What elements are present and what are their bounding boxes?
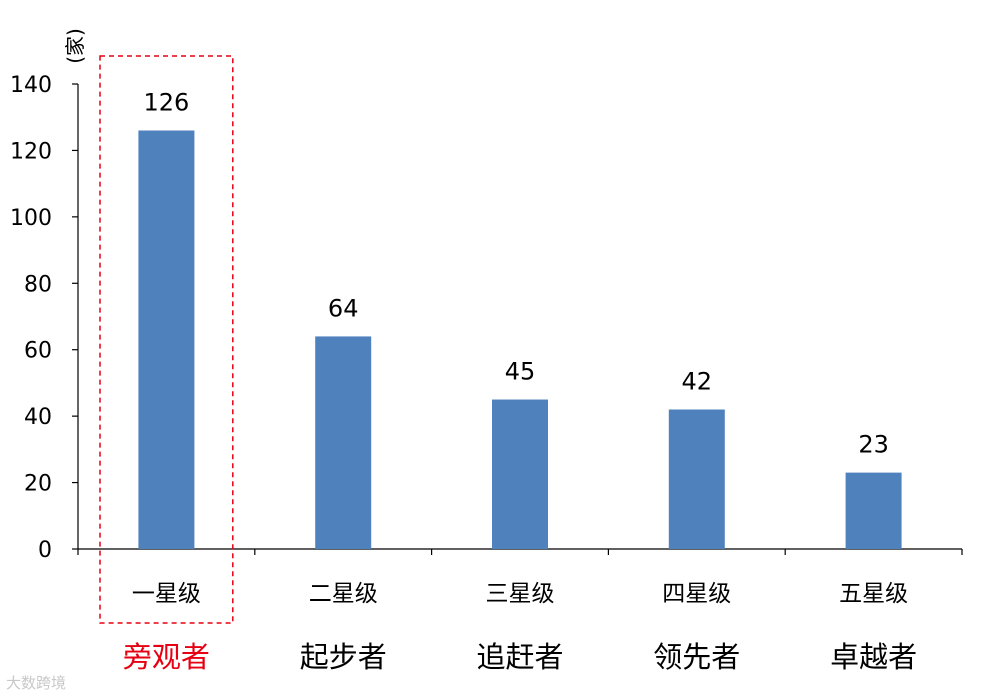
- group-label: 领先者: [653, 640, 740, 674]
- highlight-box: [99, 55, 234, 624]
- y-axis-unit-label: (家): [63, 28, 87, 64]
- x-tick-label: 四星级: [662, 581, 731, 607]
- y-tick-label: 20: [24, 472, 52, 497]
- data-label: 45: [505, 358, 536, 386]
- y-tick-label: 40: [24, 405, 52, 430]
- bar: [315, 336, 372, 549]
- data-label: 64: [328, 294, 359, 322]
- group-label: 卓越者: [830, 640, 917, 674]
- data-label: 126: [143, 89, 189, 117]
- x-tick-label: 五星级: [839, 581, 908, 607]
- data-label: 23: [858, 431, 889, 459]
- y-tick-label: 60: [24, 339, 52, 364]
- x-tick-label: 二星级: [309, 581, 378, 607]
- group-label: 追赶者: [476, 640, 563, 674]
- x-tick-label: 一星级: [132, 581, 201, 607]
- bar: [492, 399, 548, 549]
- bar: [845, 472, 902, 549]
- watermark: 大数跨境: [6, 674, 67, 692]
- bar: [138, 130, 195, 549]
- data-label: 42: [682, 368, 713, 396]
- y-tick-label: 0: [38, 538, 52, 563]
- group-label: 旁观者: [123, 640, 210, 674]
- x-axis: [77, 548, 963, 555]
- x-tick-label: 三星级: [486, 581, 555, 607]
- y-axis: 0 20 40 60 80 100 120 140: [10, 73, 79, 563]
- y-tick-label: 80: [24, 272, 52, 297]
- y-tick-label: 140: [10, 73, 52, 98]
- y-tick-label: 120: [10, 139, 52, 164]
- group-label: 起步者: [300, 640, 387, 674]
- bar: [668, 409, 725, 549]
- y-tick-label: 100: [10, 206, 52, 231]
- bars: [138, 130, 902, 549]
